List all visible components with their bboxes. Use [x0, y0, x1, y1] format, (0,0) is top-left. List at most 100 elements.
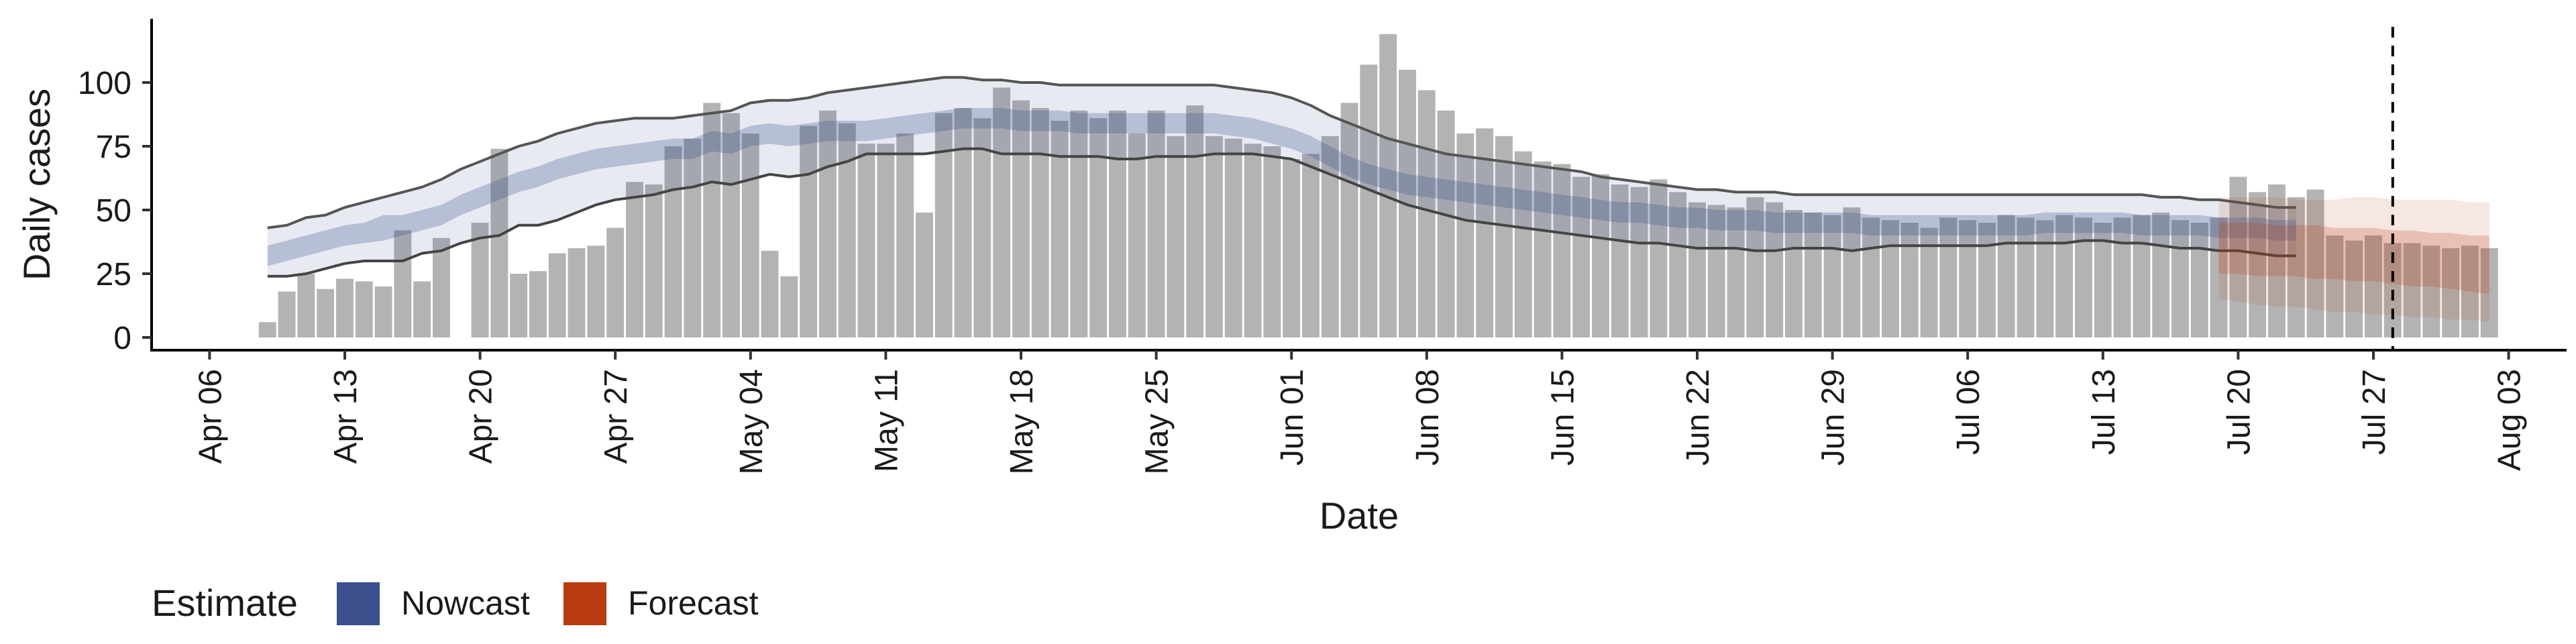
bar	[1997, 215, 2015, 337]
bar	[1882, 220, 1899, 337]
bar	[1630, 186, 1648, 337]
bar	[1089, 118, 1108, 337]
bar	[2210, 217, 2228, 337]
bar	[336, 278, 354, 337]
bar	[1553, 164, 1571, 337]
nowcast-upper-line	[267, 76, 2296, 229]
bar	[2326, 235, 2344, 337]
bar	[973, 118, 991, 337]
bar	[548, 253, 566, 337]
bar	[2171, 220, 2189, 337]
x-tick-label: Jun 08	[1410, 369, 1446, 466]
legend-label-forecast: Forecast	[628, 584, 759, 622]
bar	[606, 227, 625, 337]
bar	[1031, 108, 1049, 337]
bar	[2133, 215, 2151, 337]
bar	[916, 212, 933, 337]
bar	[1456, 133, 1474, 337]
plot-area	[258, 27, 2498, 350]
bar	[490, 148, 508, 338]
bar	[1766, 202, 1784, 337]
bar	[1939, 217, 1957, 337]
bar	[896, 133, 914, 337]
bar	[1688, 202, 1706, 337]
bar	[2442, 248, 2460, 337]
bar	[1205, 136, 1223, 338]
bar	[1321, 136, 1339, 338]
x-tick-label: Apr 20	[464, 369, 499, 464]
x-tick-label: Jul 20	[2221, 369, 2257, 455]
bar	[1167, 136, 1185, 338]
bar	[2480, 248, 2498, 337]
x-tick-label: Apr 13	[328, 369, 364, 464]
bar	[664, 146, 682, 337]
bar	[722, 113, 740, 337]
bar	[800, 125, 818, 337]
bar	[1244, 144, 1262, 337]
bar	[510, 274, 528, 337]
x-tick-label: Aug 03	[2492, 369, 2528, 471]
bar	[1843, 207, 1861, 337]
legend-swatch-forecast	[564, 582, 606, 625]
bar	[2036, 220, 2054, 337]
x-tick-label: May 18	[1004, 369, 1040, 474]
x-ticks: Apr 06 Apr 13 Apr 20 Apr 27 May 04 May 11 May …	[193, 350, 2528, 474]
x-tick-label: May 11	[869, 369, 904, 472]
axes	[150, 19, 2567, 352]
bar	[2268, 184, 2286, 337]
bar	[1650, 179, 1668, 337]
bar	[2249, 192, 2267, 337]
legend: Estimate Nowcast Forecast	[152, 582, 759, 625]
bar	[1340, 103, 1358, 337]
bar	[2017, 217, 2035, 337]
bar	[278, 291, 296, 337]
nowcast-inner-band	[267, 108, 2296, 266]
bar	[2075, 217, 2092, 337]
bar	[1302, 154, 1320, 337]
bar	[1707, 205, 1725, 337]
bar	[355, 281, 373, 337]
bar	[1534, 161, 1552, 338]
x-tick-label: Jun 15	[1545, 369, 1580, 466]
bar	[877, 144, 895, 337]
bar	[761, 250, 779, 337]
bar	[1727, 207, 1745, 337]
bar	[587, 246, 605, 337]
y-tick-label: 75	[96, 129, 131, 165]
x-tick-label: Jun 01	[1275, 369, 1310, 466]
bar	[684, 138, 702, 337]
bar	[1611, 184, 1629, 337]
bar	[1746, 197, 1764, 337]
bar	[954, 108, 972, 337]
bar	[568, 248, 586, 337]
forecast-inner-band	[2218, 223, 2489, 294]
bar	[993, 87, 1011, 337]
bar	[780, 276, 798, 337]
bar	[1978, 223, 1996, 337]
bar	[626, 182, 643, 337]
bar	[741, 133, 759, 337]
bar	[857, 144, 875, 337]
bar	[1147, 110, 1165, 338]
bar	[1804, 212, 1822, 337]
bar	[394, 230, 412, 337]
x-tick-label: Jul 06	[1951, 369, 1986, 455]
bar	[1476, 128, 1494, 337]
bar	[1417, 90, 1436, 337]
x-tick-label: May 25	[1140, 369, 1175, 474]
x-tick-label: Apr 06	[193, 369, 228, 464]
bar	[1495, 136, 1513, 338]
bar	[819, 110, 837, 338]
bar	[1514, 151, 1532, 337]
y-tick-label: 25	[96, 257, 131, 292]
bar	[529, 271, 547, 337]
bar	[1437, 110, 1455, 338]
bar	[1823, 215, 1841, 337]
bar	[2345, 240, 2363, 337]
bar	[2422, 246, 2440, 337]
bar	[1669, 192, 1687, 337]
bar	[2461, 246, 2479, 337]
nowcast-lower-line	[267, 147, 2296, 278]
bar	[1900, 223, 1919, 337]
bar	[1283, 159, 1301, 337]
